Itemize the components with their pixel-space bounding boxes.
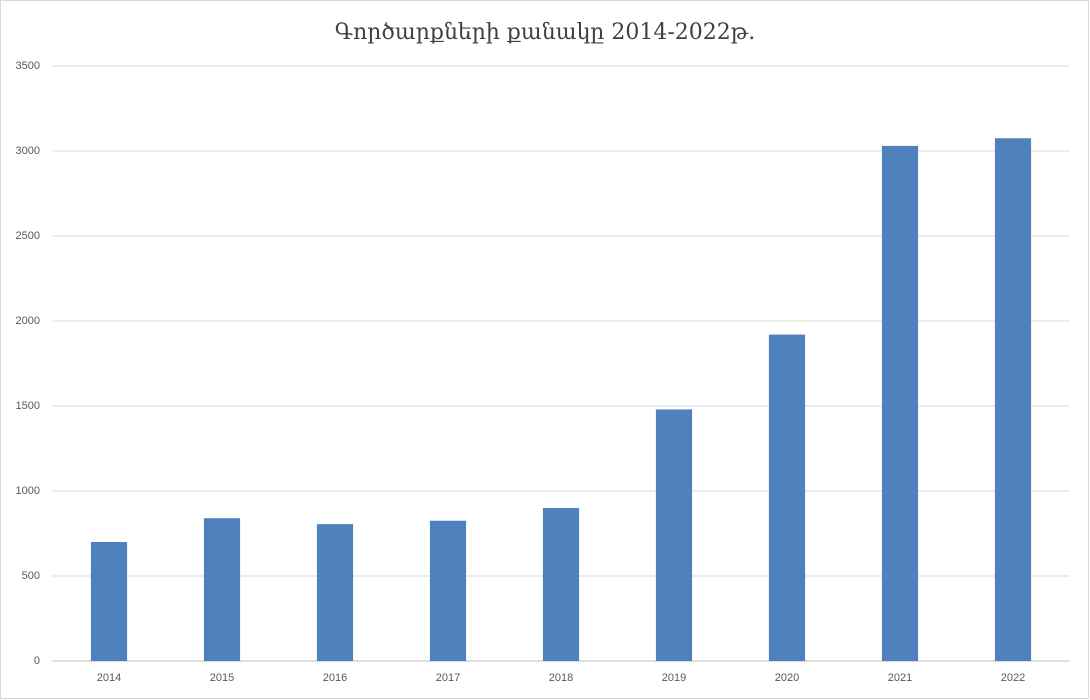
x-tick-label: 2018 [549,672,573,684]
bar [655,409,693,661]
x-tick-label: 2020 [775,672,799,684]
y-tick-label: 0 [34,655,40,667]
x-tick-label: 2014 [97,672,121,684]
chart-title: Գործարքների քանակը 2014-2022թ. [335,20,755,45]
y-tick-label: 1500 [16,400,40,412]
bar [316,524,354,661]
bar [881,145,919,661]
x-tick-label: 2019 [662,672,686,684]
bar [203,518,241,661]
y-tick-label: 1000 [16,485,40,497]
bar [90,542,128,661]
x-tick-label: 2015 [210,672,234,684]
y-tick-label: 2500 [16,230,40,242]
y-tick-label: 3000 [16,145,40,157]
x-tick-label: 2022 [1001,672,1025,684]
bar [994,138,1032,661]
x-tick-label: 2021 [888,672,912,684]
y-tick-label: 2000 [16,315,40,327]
y-tick-label: 3500 [16,60,40,72]
x-tick-label: 2016 [323,672,347,684]
bar [768,334,806,661]
x-tick-label: 2017 [436,672,460,684]
bar [429,520,467,661]
bar [542,508,580,661]
y-tick-label: 500 [22,570,40,582]
